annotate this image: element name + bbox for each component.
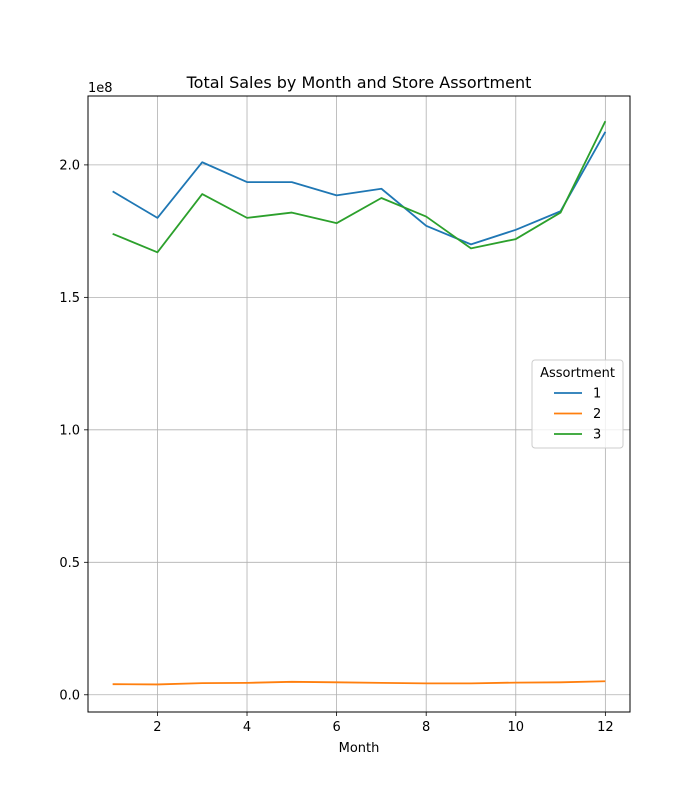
- x-axis-ticks: 2 4 6 8 10 12: [153, 712, 614, 735]
- legend-label-1: 1: [593, 387, 601, 402]
- x-axis-label: Month: [339, 741, 380, 756]
- y-tick-label: 0.5: [59, 556, 80, 571]
- y-axis-ticks: 0.0 0.5 1.0 1.5 2.0: [59, 158, 88, 703]
- series-lines: [112, 120, 607, 686]
- x-tick-label: 2: [153, 720, 161, 735]
- x-tick-label: 6: [332, 720, 340, 735]
- x-tick-label: 12: [597, 720, 614, 735]
- y-tick-label: 0.0: [59, 688, 80, 703]
- y-axis-offset-label: 1e8: [88, 81, 113, 96]
- y-tick-label: 1.0: [59, 423, 80, 438]
- plot-area-frame: [87, 95, 631, 713]
- y-tick-label: 1.5: [59, 291, 80, 306]
- legend-label-3: 3: [593, 428, 601, 443]
- legend-box: [531, 359, 624, 449]
- chart-title: Total Sales by Month and Store Assortmen…: [186, 73, 532, 92]
- series-line-2: [112, 680, 606, 686]
- x-tick-label: 4: [243, 720, 251, 735]
- series-line-3: [112, 120, 607, 254]
- legend: Assortment 1 2 3: [531, 359, 624, 449]
- series-line-1: [112, 131, 607, 246]
- legend-label-2: 2: [593, 407, 601, 422]
- legend-title: Assortment: [540, 366, 615, 381]
- legend-items: 1 2 3: [554, 387, 601, 443]
- x-tick-label: 8: [422, 720, 430, 735]
- x-tick-label: 10: [508, 720, 525, 735]
- y-tick-label: 2.0: [59, 158, 80, 173]
